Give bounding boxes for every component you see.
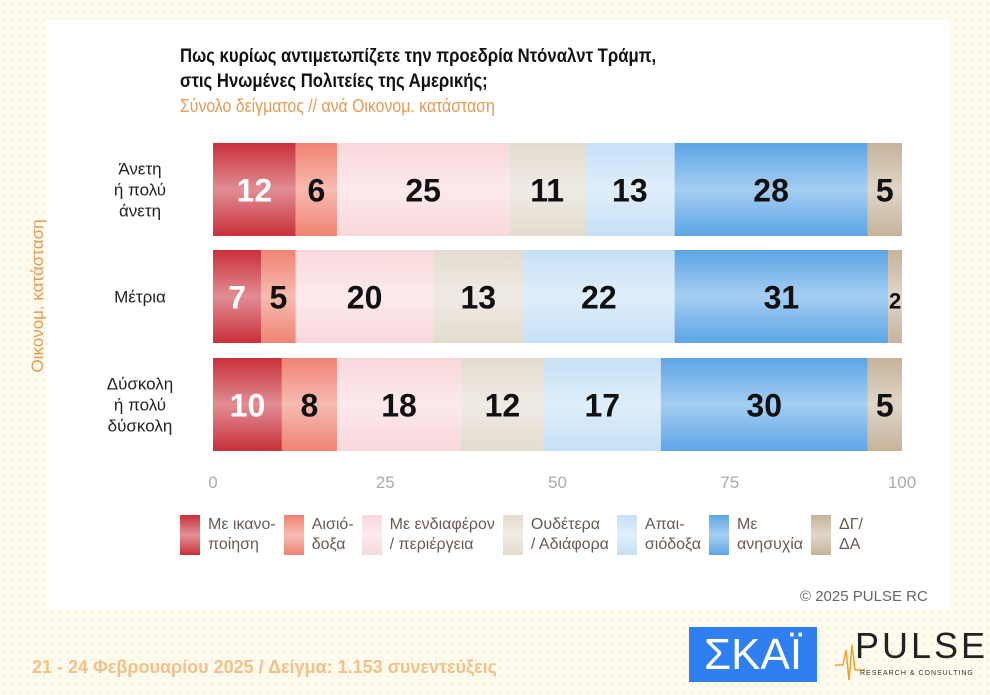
- footer-note: 21 - 24 Φεβρουαρίου 2025 / Δείγμα: 1.153…: [32, 657, 497, 677]
- bar-segment: [213, 250, 262, 343]
- bar-segment: [509, 143, 586, 236]
- chart-subtitle: Σύνολο δείγματος // ανά Οικονομ. κατάστα…: [180, 96, 495, 116]
- bar-segment: [660, 358, 868, 451]
- chart-title: Πως κυρίως αντιμετωπίζετε την προεδρία Ν…: [180, 46, 657, 92]
- bar-segment: [674, 250, 889, 343]
- data-label: 28: [753, 173, 789, 209]
- data-label: 5: [876, 388, 894, 424]
- data-label: 25: [405, 173, 441, 209]
- x-tick-label: 100: [888, 473, 916, 492]
- legend-item: Ουδέτερα / Αδιάφορα: [502, 515, 609, 555]
- legend-item: Με ανησυχία: [709, 515, 803, 555]
- legend-label: Με ανησυχία: [737, 516, 804, 553]
- data-label: 11: [530, 173, 564, 209]
- legend-label: Απαι- σιόδοξα: [644, 516, 702, 553]
- legend-item: Με ενδιαφέρον / περιέργεια: [361, 515, 495, 555]
- data-label: 12: [485, 388, 521, 424]
- x-tick-label: 25: [376, 473, 395, 492]
- bar-segment: [867, 143, 902, 236]
- bar-segment: [213, 358, 282, 451]
- legend-item: Αισιό- δοξα: [283, 515, 354, 555]
- legend-swatch: [283, 515, 304, 555]
- legend-label: ΔΓ/ ΔΑ: [839, 516, 863, 553]
- pulse-logo: PULSE RESEARCH & CONSULTING: [835, 625, 985, 685]
- category-label: Άνετη ή πολύ άνετη: [113, 159, 167, 220]
- data-label: 5: [270, 280, 288, 316]
- bar-segment: [433, 250, 524, 343]
- legend: Με ικανο- ποίηση Αισιό- δοξα Με ενδιαφέρον…: [180, 515, 871, 555]
- data-label: 17: [584, 388, 620, 424]
- data-label: 5: [876, 173, 894, 209]
- bar-segment: [213, 143, 296, 236]
- legend-swatch: [502, 515, 523, 555]
- copyright: © 2025 PULSE RC: [800, 588, 928, 605]
- legend-swatch: [811, 515, 832, 555]
- category-label: Δύσκολη ή πολύ δύσκολη: [106, 374, 174, 435]
- legend-swatch: [361, 515, 382, 555]
- bar-segment: [295, 250, 434, 343]
- legend-item: Με ικανο- ποίηση: [180, 515, 276, 555]
- bar-segment: [295, 143, 338, 236]
- bar-segment: [674, 143, 868, 236]
- data-label: 2: [889, 289, 901, 314]
- data-label: 7: [228, 280, 246, 316]
- bar-segment: [461, 358, 544, 451]
- legend-item: Απαι- σιόδοξα: [616, 515, 702, 555]
- x-tick-label: 75: [720, 473, 739, 492]
- bar-segment: [523, 250, 675, 343]
- data-label: 31: [764, 280, 800, 316]
- skai-logo: ΣΚΑΪ: [689, 627, 817, 682]
- data-label: 12: [237, 173, 273, 209]
- data-label: 8: [301, 388, 319, 424]
- data-label: 22: [581, 280, 617, 316]
- data-label: 18: [381, 388, 417, 424]
- legend-label: Αισιό- δοξα: [311, 516, 354, 553]
- data-label: 6: [307, 173, 325, 209]
- data-label: 13: [612, 173, 648, 209]
- legend-swatch: [709, 515, 730, 555]
- category-label: Μέτρια: [114, 287, 166, 306]
- bar-segment: [543, 358, 661, 451]
- bar-segment: [867, 358, 902, 451]
- bar-segment: [281, 358, 338, 451]
- bar-segment: [261, 250, 296, 343]
- bar-segment: [337, 143, 510, 236]
- data-label: 30: [746, 388, 782, 424]
- x-tick-label: 0: [208, 473, 217, 492]
- legend-label: Με ενδιαφέρον / περιέργεια: [389, 516, 495, 553]
- data-label: 20: [347, 280, 383, 316]
- data-label: 13: [460, 280, 496, 316]
- bar-segment: [888, 250, 902, 343]
- bar-segment: [337, 358, 462, 451]
- legend-swatch: [180, 515, 200, 555]
- legend-item: ΔΓ/ ΔΑ: [811, 515, 863, 555]
- legend-label: Ουδέτερα / Αδιάφορα: [530, 516, 609, 553]
- legend-label: Με ικανο- ποίηση: [208, 516, 276, 553]
- bar-segment: [585, 143, 675, 236]
- legend-swatch: [616, 515, 637, 555]
- x-tick-label: 50: [548, 473, 567, 492]
- data-label: 10: [230, 388, 266, 424]
